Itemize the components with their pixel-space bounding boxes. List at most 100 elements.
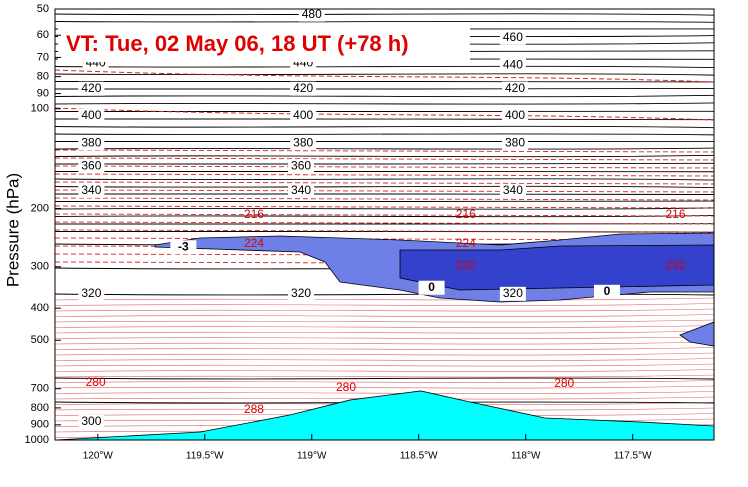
- contour-label: 480: [302, 7, 322, 21]
- label-background: [78, 414, 105, 429]
- isotherm: [54, 347, 715, 350]
- label-background: [502, 81, 529, 96]
- isentrope: [54, 20, 715, 23]
- label-background: [78, 108, 105, 123]
- isotherm: [54, 369, 715, 372]
- y-tick-label: 100: [31, 103, 49, 115]
- label-background: [499, 58, 526, 73]
- isentrope: [54, 88, 715, 90]
- contour-label: 380: [81, 135, 101, 149]
- contour-label: 320: [81, 286, 101, 300]
- y-tick-label: 800: [31, 402, 49, 414]
- contour-label: 0: [428, 280, 435, 294]
- plot-frame: [54, 8, 715, 441]
- contour-label: 280: [86, 375, 106, 389]
- isentrope: [54, 214, 715, 218]
- x-tick-label: 118.5°W: [400, 451, 438, 462]
- y-tick-label: 400: [31, 302, 49, 314]
- isentrope: [54, 102, 715, 105]
- label-background: [290, 108, 317, 123]
- isotherm: [54, 308, 715, 312]
- isotherm: [54, 303, 715, 306]
- label-background: [502, 136, 529, 151]
- label-background: [499, 183, 526, 198]
- label-background: [288, 159, 315, 174]
- x-tick-label: 117.5°W: [614, 451, 652, 462]
- isentrope: [54, 193, 715, 195]
- isotherm: [54, 314, 715, 317]
- y-tick-label: 60: [37, 29, 49, 41]
- contour-label: 420: [293, 81, 313, 95]
- isotherm: [54, 221, 715, 225]
- contour-label: 232: [456, 258, 476, 272]
- isotherm: [54, 157, 715, 161]
- isotherm: [54, 197, 715, 201]
- label-background: [290, 81, 317, 96]
- contour-label: 420: [505, 81, 525, 95]
- isotherm: [54, 336, 715, 339]
- isentrope: [54, 73, 715, 76]
- label-background: [418, 280, 445, 295]
- y-tick-label: 500: [31, 334, 49, 346]
- isotherm: [54, 107, 715, 121]
- isentrope: [54, 133, 715, 136]
- isentrope: [54, 125, 715, 129]
- y-tick-label: 900: [31, 419, 49, 431]
- y-tick-label: 80: [37, 71, 49, 83]
- contour-label: 360: [81, 158, 101, 172]
- contour-label: 300: [81, 414, 101, 428]
- y-tick-label: 50: [37, 3, 49, 15]
- isentrope: [54, 13, 715, 16]
- isotherm: [54, 205, 715, 209]
- contour-label: 280: [554, 376, 574, 390]
- isentrope: [54, 207, 715, 210]
- isotherm: [54, 173, 715, 177]
- contour-label: 216: [456, 207, 476, 221]
- isentrope: [54, 118, 715, 121]
- isentrope: [54, 147, 715, 150]
- isotherm: [54, 189, 715, 193]
- contour-label: 400: [293, 108, 313, 122]
- isotherm: [54, 325, 715, 328]
- y-tick-label: 90: [37, 87, 49, 99]
- isotherm: [54, 297, 715, 301]
- isentrope: [54, 162, 715, 165]
- contour-label: 460: [503, 30, 523, 44]
- x-tick-label: 118°W: [511, 451, 541, 462]
- label-background: [170, 240, 197, 255]
- isotherm: [54, 374, 715, 378]
- contour-label: 232: [665, 258, 685, 272]
- contour-label: 420: [81, 81, 101, 95]
- y-tick-label: 70: [37, 51, 49, 63]
- isotherm: [54, 391, 715, 394]
- isotherm: [54, 319, 715, 323]
- contour-label: 340: [81, 183, 101, 197]
- contour-label: 340: [291, 183, 311, 197]
- label-background: [288, 286, 315, 301]
- y-tick-label: 300: [31, 261, 49, 273]
- contour-label: 280: [336, 380, 356, 394]
- isentrope: [54, 94, 715, 98]
- contour-label: 380: [293, 135, 313, 149]
- contour-label: 216: [665, 207, 685, 221]
- x-tick-label: 120°W: [83, 451, 114, 462]
- isotherm: [54, 229, 715, 233]
- isentrope: [54, 154, 715, 158]
- chart-title: VT: Tue, 02 May 06, 18 UT (+78 h): [66, 31, 409, 56]
- isotherm: [54, 213, 715, 217]
- pv-shading: [154, 232, 715, 347]
- isotherm: [54, 341, 715, 345]
- label-background: [78, 286, 105, 301]
- contour-label: 224: [456, 236, 476, 250]
- isotherm: [54, 165, 715, 169]
- label-background: [78, 136, 105, 151]
- isotherm: [54, 149, 715, 153]
- isotherm: [54, 380, 715, 383]
- isotherm: [54, 181, 715, 185]
- contour-label: 340: [503, 183, 523, 197]
- isentrope: [54, 200, 715, 203]
- label-background: [298, 7, 325, 22]
